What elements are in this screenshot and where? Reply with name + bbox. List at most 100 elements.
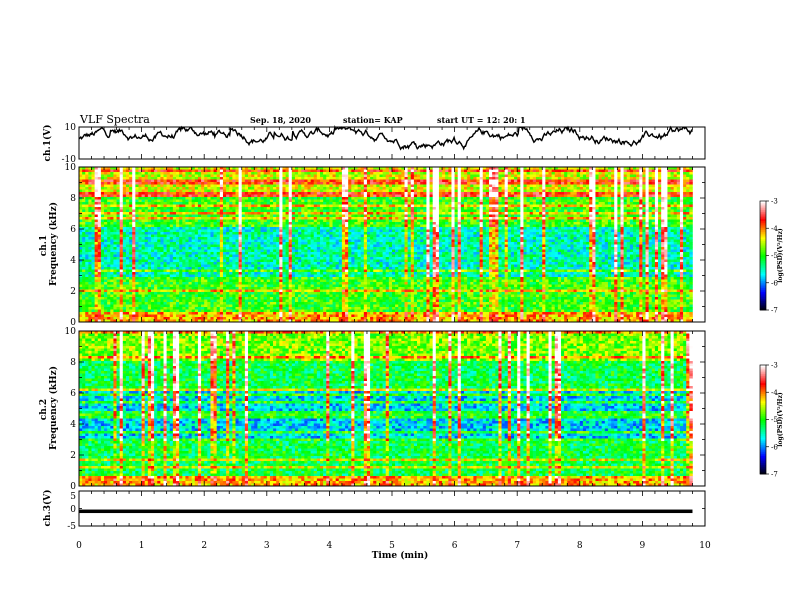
spectrogram-cell <box>129 309 133 313</box>
spectrogram-cell <box>113 292 117 295</box>
spectrogram-cell <box>176 192 180 195</box>
spectrogram-cell <box>226 199 230 203</box>
spectrogram-cell <box>179 234 183 238</box>
spectrogram-cell <box>241 229 246 233</box>
spectrogram-cell <box>251 252 255 255</box>
spectrogram-cell <box>260 227 264 230</box>
spectrogram-cell <box>107 202 111 205</box>
spectrogram-cell <box>260 204 264 208</box>
spectrogram-cell <box>291 207 296 210</box>
spectrogram-cell <box>285 229 290 233</box>
spectrogram-cell <box>85 314 89 318</box>
spectrogram-cell <box>257 202 261 205</box>
spectrogram-cell <box>166 212 171 215</box>
spectrogram-cell <box>185 232 189 235</box>
spectrogram-cell <box>122 309 127 313</box>
spectrogram-cell <box>154 209 158 213</box>
spectrogram-cell <box>179 249 183 253</box>
spectrogram-cell <box>172 314 177 318</box>
spectrogram-cell <box>310 232 315 235</box>
spectrogram-cell <box>304 187 308 190</box>
spectrogram-cell <box>113 269 117 273</box>
spectrogram-cell <box>100 262 105 265</box>
spectrogram-cell <box>176 207 180 210</box>
spectrogram-cell <box>273 297 277 300</box>
spectrogram-cell <box>107 204 111 208</box>
spectrogram-cell <box>282 304 286 308</box>
spectrogram-cell <box>279 274 283 278</box>
spectrogram-cell <box>260 254 264 258</box>
spectrogram-cell <box>307 259 311 263</box>
spectrogram-cell <box>269 289 274 293</box>
spectrogram-cell <box>116 282 120 285</box>
spectrogram-cell <box>125 182 130 185</box>
spectrogram-cell <box>320 189 324 193</box>
spectrogram-cell <box>135 264 139 268</box>
spectrogram-cell <box>119 309 124 313</box>
spectrogram-cell <box>194 259 199 263</box>
spectrogram-cell <box>185 294 189 298</box>
spectrogram-cell <box>122 292 127 295</box>
spectrogram-cell <box>172 249 177 253</box>
spectrogram-cell <box>238 189 243 193</box>
spectrogram-cell <box>129 197 133 200</box>
spectrogram-cell <box>279 249 283 253</box>
spectrogram-cell <box>269 252 274 255</box>
spectrogram-cell <box>235 302 239 305</box>
spectrogram-cell <box>294 247 299 250</box>
spectrogram-cell <box>132 257 136 260</box>
spectrogram-cell <box>122 237 127 240</box>
spectrogram-cell <box>188 249 192 253</box>
spectrogram-cell <box>269 199 274 203</box>
spectrogram-cell <box>316 214 321 218</box>
spectrogram-cell <box>219 279 224 283</box>
spectrogram-cell <box>191 179 196 183</box>
spectrogram-cell <box>85 252 89 255</box>
spectrogram-cell <box>185 289 189 293</box>
spectrogram-cell <box>179 279 183 283</box>
spectrogram-cell <box>125 217 130 220</box>
spectrogram-cell <box>125 239 130 243</box>
spectrogram-cell <box>185 237 189 240</box>
spectrogram-cell <box>82 227 86 230</box>
spectrogram-cell <box>298 309 302 313</box>
spectrogram-cell <box>100 294 105 298</box>
spectrogram-cell <box>207 234 211 238</box>
spectrogram-cell <box>226 299 230 303</box>
spectrogram-cell <box>119 239 124 243</box>
spectrogram-cell <box>201 214 205 218</box>
spectrogram-cell <box>141 297 146 300</box>
spectrogram-cell <box>276 247 280 250</box>
spectrogram-cell <box>129 282 133 285</box>
spectrogram-cell <box>160 217 164 220</box>
spectrogram-cell <box>222 299 227 303</box>
spectrogram-cell <box>232 174 236 178</box>
spectrogram-cell <box>135 252 139 255</box>
spectrogram-cell <box>310 312 315 315</box>
spectrogram-cell <box>79 237 83 240</box>
spectrogram-cell <box>132 254 136 258</box>
spectrogram-cell <box>100 172 105 175</box>
spectrogram-cell <box>176 209 180 213</box>
spectrogram-cell <box>266 252 271 255</box>
spectrogram-cell <box>213 284 218 288</box>
spectrogram-cell <box>266 309 271 313</box>
spectrogram-cell <box>273 262 277 265</box>
spectrogram-cell <box>88 189 92 193</box>
spectrogram-cell <box>157 309 161 313</box>
spectrogram-cell <box>254 184 258 188</box>
spectrogram-cell <box>85 184 89 188</box>
spectrogram-cell <box>294 259 299 263</box>
spectrogram-cell <box>241 214 246 218</box>
spectrogram-cell <box>176 244 180 248</box>
spectrogram-cell <box>291 264 296 268</box>
spectrogram-cell <box>88 194 92 198</box>
spectrogram-cell <box>191 212 196 215</box>
spectrogram-cell <box>304 184 308 188</box>
spectrogram-cell <box>210 174 214 178</box>
spectrogram-cell <box>260 194 264 198</box>
spectrogram-cell <box>226 279 230 283</box>
spectrogram-cell <box>301 307 305 310</box>
spectrogram-cell <box>107 254 111 258</box>
spectrogram-cell <box>260 174 264 178</box>
